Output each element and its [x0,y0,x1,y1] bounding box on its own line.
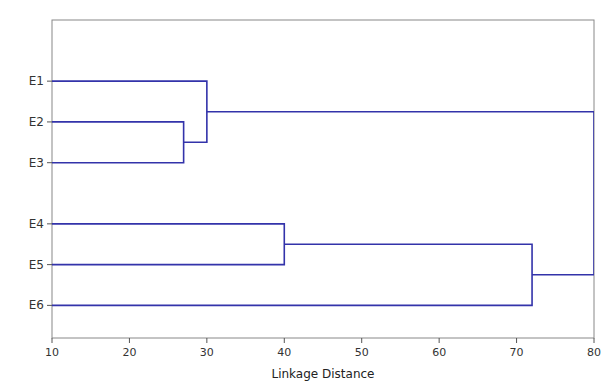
x-tick [129,338,130,343]
y-tick-label: E4 [29,217,44,231]
x-tick-label: 70 [510,346,524,359]
dendrogram-link [52,224,284,265]
x-tick [594,338,595,343]
x-tick [439,338,440,343]
x-axis-label: Linkage Distance [271,367,374,381]
links [52,81,594,305]
y-tick-label: E5 [29,258,44,272]
y-tick-label: E2 [29,115,44,129]
x-tick-label: 10 [45,346,59,359]
chart-svg: 10 20 30 40 50 60 70 80 E1 E2 E3 E4 E5 E6 Linkage Dist… [0,0,616,390]
y-tick [47,264,52,265]
x-tick [516,338,517,343]
x-tick-label: 40 [277,346,291,359]
y-tick-label: E1 [29,74,44,88]
y-tick [47,305,52,306]
chart-container: 10 20 30 40 50 60 70 80 E1 E2 E3 E4 E5 E6 Linkage Dist… [0,0,616,390]
x-tick-label: 30 [200,346,214,359]
y-tick [47,81,52,82]
y-tick [47,223,52,224]
x-tick [52,338,53,343]
y-tick-label: E3 [29,156,44,170]
dendrogram-link [52,81,207,142]
x-tick-label: 50 [355,346,369,359]
x-tick-label: 20 [122,346,136,359]
y-tick-label: E6 [29,298,44,312]
y-tick [47,121,52,122]
x-tick-label: 80 [587,346,601,359]
x-tick-label: 60 [432,346,446,359]
dendrogram-link [52,122,184,163]
x-tick [206,338,207,343]
plot-frame [52,20,594,338]
y-tick [47,162,52,163]
dendrogram-link [207,112,594,275]
dendrogram-link [52,244,532,305]
x-tick [284,338,285,343]
x-tick [361,338,362,343]
